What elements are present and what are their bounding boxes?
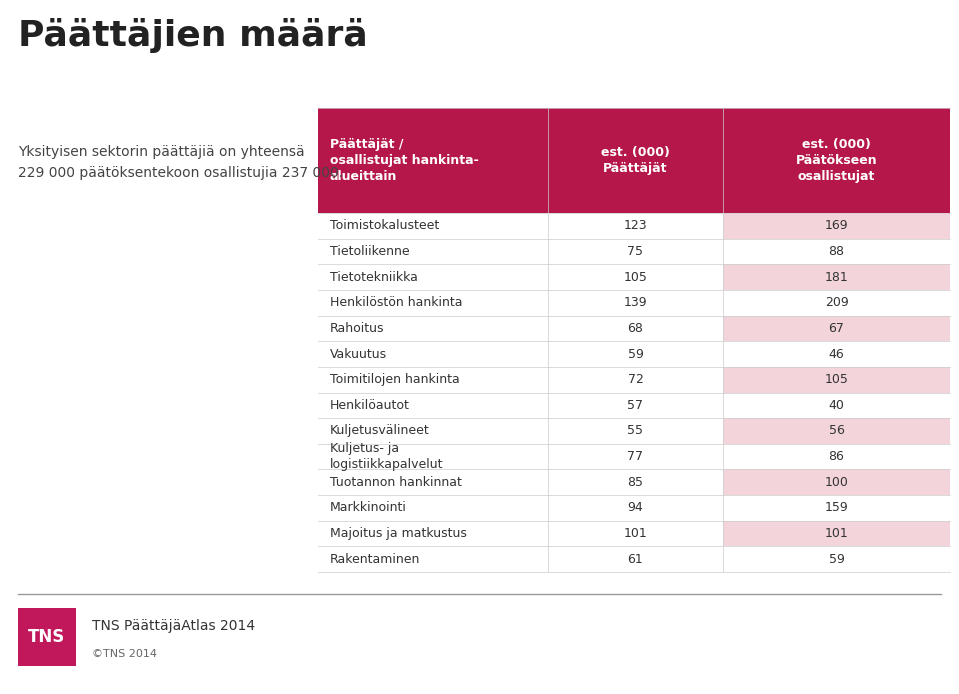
Text: 101: 101	[825, 527, 849, 540]
Bar	[723, 213, 950, 239]
Bar	[318, 264, 548, 290]
Bar	[723, 367, 950, 393]
Text: Tietotekniikka: Tietotekniikka	[330, 271, 418, 284]
Bar	[548, 443, 723, 469]
Bar	[548, 264, 723, 290]
Text: 123: 123	[623, 219, 647, 232]
Text: 46: 46	[829, 348, 844, 361]
Text: TNS PäättäjäAtlas 2014: TNS PäättäjäAtlas 2014	[92, 619, 255, 633]
Text: 105: 105	[623, 271, 647, 284]
Bar	[318, 213, 548, 239]
Bar	[318, 341, 548, 367]
Text: 72: 72	[627, 373, 643, 386]
Bar	[548, 341, 723, 367]
Text: 105: 105	[825, 373, 849, 386]
Bar	[318, 546, 548, 572]
Text: 101: 101	[623, 527, 647, 540]
Text: 169: 169	[825, 219, 849, 232]
Text: 61: 61	[627, 552, 643, 566]
Bar	[548, 520, 723, 546]
Bar	[723, 495, 950, 520]
Bar	[548, 367, 723, 393]
Text: 67: 67	[829, 322, 845, 335]
Bar	[723, 546, 950, 572]
Bar	[318, 393, 548, 418]
Text: 94: 94	[627, 501, 643, 514]
Text: Rahoitus: Rahoitus	[330, 322, 385, 335]
Bar	[723, 418, 950, 443]
Bar	[318, 290, 548, 316]
Bar	[548, 546, 723, 572]
Bar	[723, 469, 950, 495]
Bar	[318, 316, 548, 341]
Bar	[723, 239, 950, 264]
Bar	[318, 108, 548, 213]
Bar	[548, 495, 723, 520]
Text: Markkinointi: Markkinointi	[330, 501, 407, 514]
Text: 86: 86	[829, 450, 845, 463]
Text: Kuljetusvälineet: Kuljetusvälineet	[330, 425, 430, 437]
Text: 59: 59	[829, 552, 845, 566]
Bar	[723, 520, 950, 546]
Text: 59: 59	[627, 348, 643, 361]
Text: est. (000)
Päätökseen
osallistujat: est. (000) Päätökseen osallistujat	[796, 138, 877, 183]
Text: 100: 100	[825, 476, 849, 489]
Text: 85: 85	[627, 476, 643, 489]
Text: 75: 75	[627, 245, 643, 258]
Bar	[318, 495, 548, 520]
Text: 181: 181	[825, 271, 849, 284]
Text: TNS: TNS	[29, 628, 65, 646]
Text: 88: 88	[829, 245, 845, 258]
Text: 55: 55	[627, 425, 643, 437]
Text: Henkilöautot: Henkilöautot	[330, 399, 409, 412]
Bar	[723, 341, 950, 367]
Text: 40: 40	[829, 399, 845, 412]
Text: 139: 139	[623, 296, 647, 310]
Bar	[723, 393, 950, 418]
Bar	[723, 264, 950, 290]
Bar	[548, 469, 723, 495]
Text: Henkilöstön hankinta: Henkilöstön hankinta	[330, 296, 462, 310]
Bar	[318, 418, 548, 443]
Text: 77: 77	[627, 450, 643, 463]
Bar	[548, 290, 723, 316]
Bar	[548, 316, 723, 341]
Text: est. (000)
Päättäjät: est. (000) Päättäjät	[601, 146, 670, 175]
Text: Rakentaminen: Rakentaminen	[330, 552, 420, 566]
Text: Tuotannon hankinnat: Tuotannon hankinnat	[330, 476, 462, 489]
Text: 209: 209	[825, 296, 849, 310]
Text: 56: 56	[829, 425, 845, 437]
Bar	[318, 469, 548, 495]
Bar	[318, 443, 548, 469]
Text: Toimistokalusteet: Toimistokalusteet	[330, 219, 439, 232]
Bar	[318, 367, 548, 393]
Text: Tietoliikenne: Tietoliikenne	[330, 245, 409, 258]
Bar	[548, 108, 723, 213]
Text: Vakuutus: Vakuutus	[330, 348, 387, 361]
Bar	[548, 213, 723, 239]
Text: Kuljetus- ja
logistiikkapalvelut: Kuljetus- ja logistiikkapalvelut	[330, 442, 443, 471]
Bar	[18, 608, 76, 666]
Bar	[723, 108, 950, 213]
Bar	[548, 239, 723, 264]
Text: Majoitus ja matkustus: Majoitus ja matkustus	[330, 527, 467, 540]
Text: 57: 57	[627, 399, 643, 412]
Bar	[723, 290, 950, 316]
Bar	[318, 239, 548, 264]
Bar	[548, 393, 723, 418]
Text: 159: 159	[825, 501, 849, 514]
Bar	[548, 418, 723, 443]
Text: Yksityisen sektorin päättäjiä on yhteensä
229 000 päätöksentekoon osallistujia 2: Yksityisen sektorin päättäjiä on yhteens…	[18, 145, 343, 180]
Bar	[723, 443, 950, 469]
Bar	[318, 520, 548, 546]
Bar	[723, 316, 950, 341]
Text: Päättäjät /
osallistujat hankinta-
alueittain: Päättäjät / osallistujat hankinta- aluei…	[330, 138, 479, 183]
Text: Toimitilojen hankinta: Toimitilojen hankinta	[330, 373, 459, 386]
Text: ©TNS 2014: ©TNS 2014	[92, 649, 157, 659]
Text: 68: 68	[627, 322, 643, 335]
Text: Päättäjien määrä: Päättäjien määrä	[18, 18, 367, 53]
